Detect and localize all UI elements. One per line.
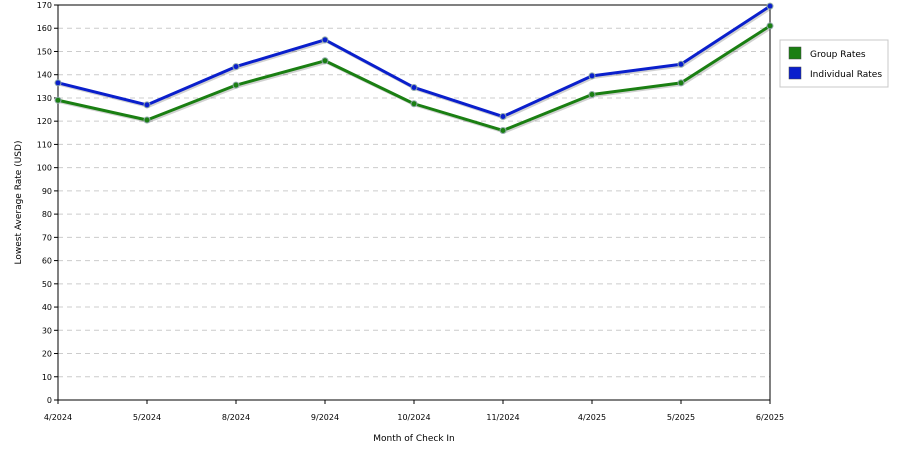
- x-tick-label: 11/2024: [486, 413, 519, 422]
- y-axis: 0 10 20 30 40 50 60 70 80 90 100 110 120 130 140 150 160…: [37, 1, 58, 405]
- x-tick-label: 5/2025: [667, 413, 695, 422]
- data-point: [321, 57, 329, 65]
- y-axis-title: Lowest Average Rate (USD): [14, 141, 24, 265]
- data-point: [499, 126, 507, 134]
- x-tick-label: 8/2024: [222, 413, 250, 422]
- y-tick-label: 120: [37, 117, 52, 126]
- y-tick-label: 90: [42, 187, 52, 196]
- data-point: [232, 81, 240, 89]
- x-tick-label: 4/2025: [578, 413, 606, 422]
- data-point: [499, 113, 507, 121]
- data-point: [677, 79, 685, 87]
- x-tick-label: 9/2024: [311, 413, 339, 422]
- legend-label: Group Rates: [810, 50, 866, 60]
- data-point: [143, 116, 151, 124]
- y-tick-label: 30: [42, 326, 52, 335]
- plot-area: [57, 4, 771, 401]
- y-tick-label: 60: [42, 257, 52, 266]
- y-tick-label: 20: [42, 350, 52, 359]
- y-tick-label: 50: [42, 280, 52, 289]
- data-point: [143, 101, 151, 109]
- data-point: [677, 60, 685, 68]
- x-axis-title: Month of Check In: [373, 434, 455, 444]
- grid-lines: [58, 27, 770, 378]
- legend: Group Rates Individual Rates: [779, 39, 889, 88]
- data-point: [232, 63, 240, 71]
- data-point: [588, 90, 596, 98]
- y-tick-label: 0: [47, 396, 52, 405]
- data-point: [766, 2, 774, 10]
- data-point: [54, 79, 62, 87]
- data-point: [588, 72, 596, 80]
- y-tick-label: 150: [37, 47, 52, 56]
- x-axis: 4/2024 5/2024 8/2024 9/2024 10/2024 11/2024 4/…: [44, 400, 784, 422]
- y-tick-label: 10: [42, 373, 52, 382]
- y-tick-label: 100: [37, 164, 52, 173]
- legend-label: Individual Rates: [810, 70, 882, 80]
- x-tick-label: 6/2025: [756, 413, 784, 422]
- x-tick-label: 4/2024: [44, 413, 72, 422]
- data-point: [410, 100, 418, 108]
- y-tick-label: 70: [42, 233, 52, 242]
- y-tick-label: 140: [37, 71, 52, 80]
- y-tick-label: 110: [37, 140, 52, 149]
- x-tick-label: 10/2024: [397, 413, 430, 422]
- y-tick-label: 130: [37, 94, 52, 103]
- legend-swatch: [788, 46, 802, 60]
- y-tick-label: 170: [37, 1, 52, 10]
- y-tick-label: 40: [42, 303, 52, 312]
- x-tick-label: 5/2024: [133, 413, 161, 422]
- series-shadow: [59, 26, 773, 134]
- data-point: [54, 96, 62, 104]
- legend-swatch: [788, 66, 802, 80]
- y-tick-label: 80: [42, 210, 52, 219]
- data-point: [766, 22, 774, 30]
- y-tick-label: 160: [37, 24, 52, 33]
- data-point: [321, 36, 329, 44]
- data-point: [410, 83, 418, 91]
- series-group: [54, 2, 774, 134]
